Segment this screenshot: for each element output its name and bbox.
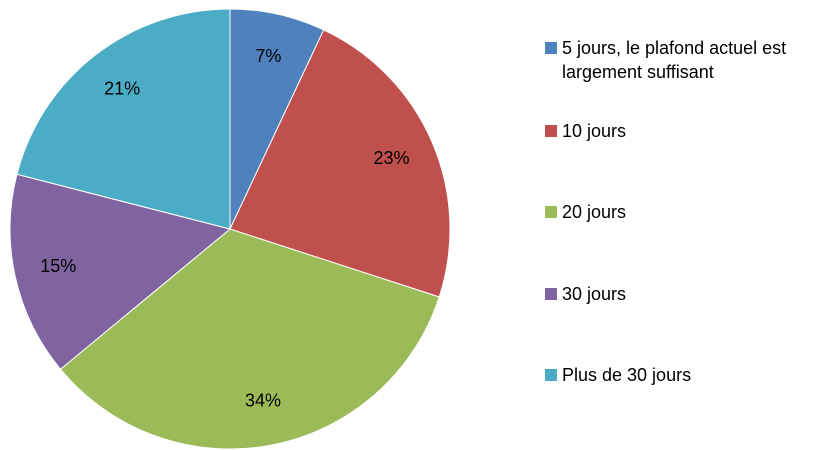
data-label: 34% (245, 391, 281, 411)
pie-slice (16, 8, 231, 230)
pie-slice (59, 228, 440, 450)
legend-item: 10 jours (545, 119, 794, 143)
pie-slice (9, 173, 232, 370)
legend-item: 20 jours (545, 200, 794, 224)
legend-swatch (545, 125, 557, 137)
legend-swatch (545, 288, 557, 300)
legend-item: 5 jours, le plafond actuel est largement… (545, 36, 794, 84)
data-label: 23% (374, 148, 410, 168)
legend-swatch (545, 206, 557, 218)
legend-item: Plus de 30 jours (545, 363, 794, 387)
legend-label: 30 jours (562, 284, 627, 304)
legend-swatch (545, 42, 557, 54)
legend-swatch (545, 369, 557, 381)
data-label: 21% (104, 79, 140, 99)
legend-label: Plus de 30 jours (562, 365, 692, 385)
pie-slice (229, 29, 451, 298)
legend-item: 30 jours (545, 282, 794, 306)
data-label: 7% (255, 46, 281, 66)
legend-label: 10 jours (562, 121, 627, 141)
legend-label: 5 jours, le plafond actuel est largement… (562, 38, 787, 82)
data-label: 15% (40, 256, 76, 276)
legend-label: 20 jours (562, 202, 627, 222)
